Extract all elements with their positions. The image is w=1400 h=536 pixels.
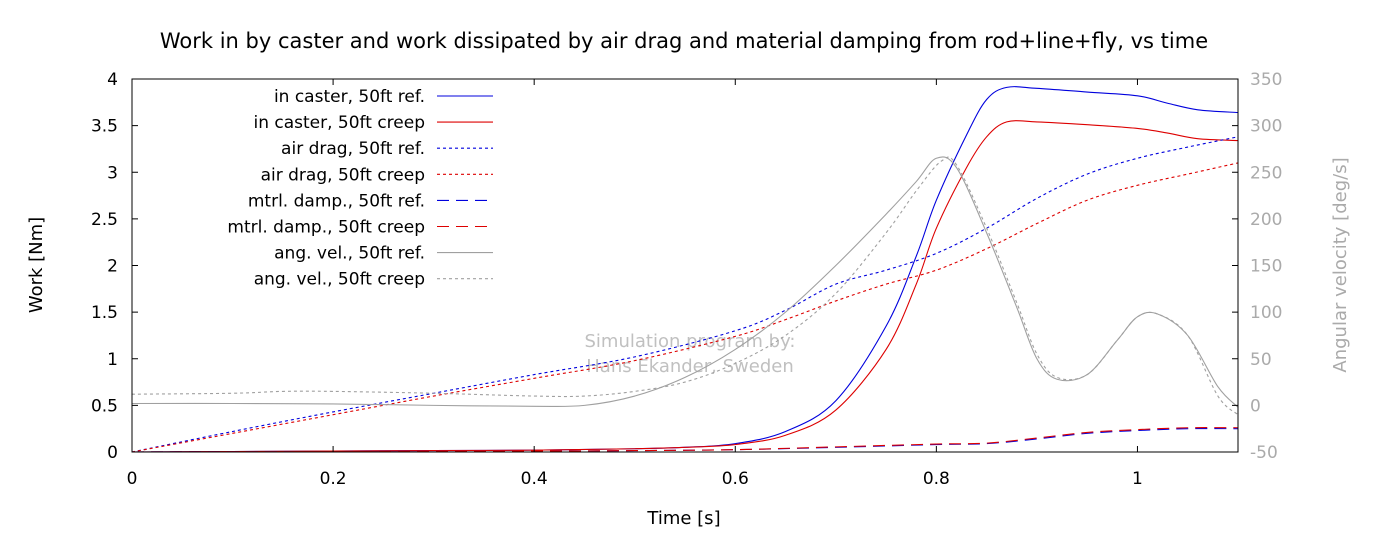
y-tick-label: 0.5: [91, 396, 118, 416]
x-tick-label: 0.8: [923, 469, 950, 489]
y-tick-label: 0: [107, 443, 118, 463]
series-line-8: [131, 156, 1239, 416]
y-tick-label: 2: [107, 257, 118, 277]
y-tick-label: 4: [107, 70, 118, 90]
legend-label-5: mtrl. damp., 50ft ref.: [248, 191, 425, 211]
series-line-6: [131, 427, 1239, 453]
legend-label-8: ang. vel., 50ft creep: [254, 270, 425, 290]
y2-tick-label: 200: [1250, 210, 1282, 230]
watermark-line-1: Simulation program by:: [585, 331, 796, 352]
y2-tick-label: -50: [1250, 443, 1278, 463]
axes: 0 0.2 0.4 0.6 0.8 1 0 0.5 1 1.5 2 2.5 3 3.5 4 -50 0 50 100…: [91, 70, 1283, 489]
series-line-4: [131, 162, 1239, 453]
x-tick-label: 0.6: [722, 469, 749, 489]
legend-label-7: ang. vel., 50ft ref.: [274, 244, 425, 264]
x-tick-label: 0.4: [521, 469, 548, 489]
y2-tick-label: 100: [1250, 303, 1282, 323]
y2-tick-label: 350: [1250, 70, 1282, 90]
plot-area: [131, 86, 1239, 453]
y-tick-label: 3: [107, 163, 118, 183]
x-tick-label: 0: [127, 469, 138, 489]
series-line-3: [131, 136, 1239, 453]
legend: in caster, 50ft ref. in caster, 50ft cree…: [227, 87, 493, 290]
y-axis-label: Work [Nm]: [26, 217, 47, 313]
legend-label-2: in caster, 50ft creep: [253, 113, 425, 133]
y2-tick-label: 0: [1250, 396, 1261, 416]
y2-tick-label: 50: [1250, 350, 1272, 370]
y-tick-label: 1: [107, 350, 118, 370]
legend-label-4: air drag, 50ft creep: [261, 165, 425, 185]
y-tick-label: 2.5: [91, 210, 118, 230]
plot-frame: [131, 78, 1239, 453]
y-tick-label: 3.5: [91, 117, 118, 137]
legend-label-6: mtrl. damp., 50ft creep: [227, 218, 425, 238]
y2-tick-label: 300: [1250, 117, 1282, 137]
series-line-5: [131, 428, 1239, 453]
legend-label-3: air drag, 50ft ref.: [281, 139, 425, 159]
x-axis-label: Time [s]: [646, 508, 720, 529]
series-line-2: [131, 120, 1239, 453]
x-tick-label: 1: [1132, 469, 1143, 489]
y2-tick-label: 250: [1250, 163, 1282, 183]
watermark-line-2: Hans Ekander, Sweden: [586, 356, 793, 377]
x-tick-label: 0.2: [320, 469, 347, 489]
y-tick-label: 1.5: [91, 303, 118, 323]
chart-title: Work in by caster and work dissipated by…: [160, 29, 1208, 53]
y2-tick-label: 150: [1250, 257, 1282, 277]
y2-axis-label: Angular velocity [deg/s]: [1330, 157, 1351, 372]
legend-label-1: in caster, 50ft ref.: [274, 87, 425, 107]
watermark: Simulation program by: Hans Ekander, Swe…: [585, 331, 796, 377]
